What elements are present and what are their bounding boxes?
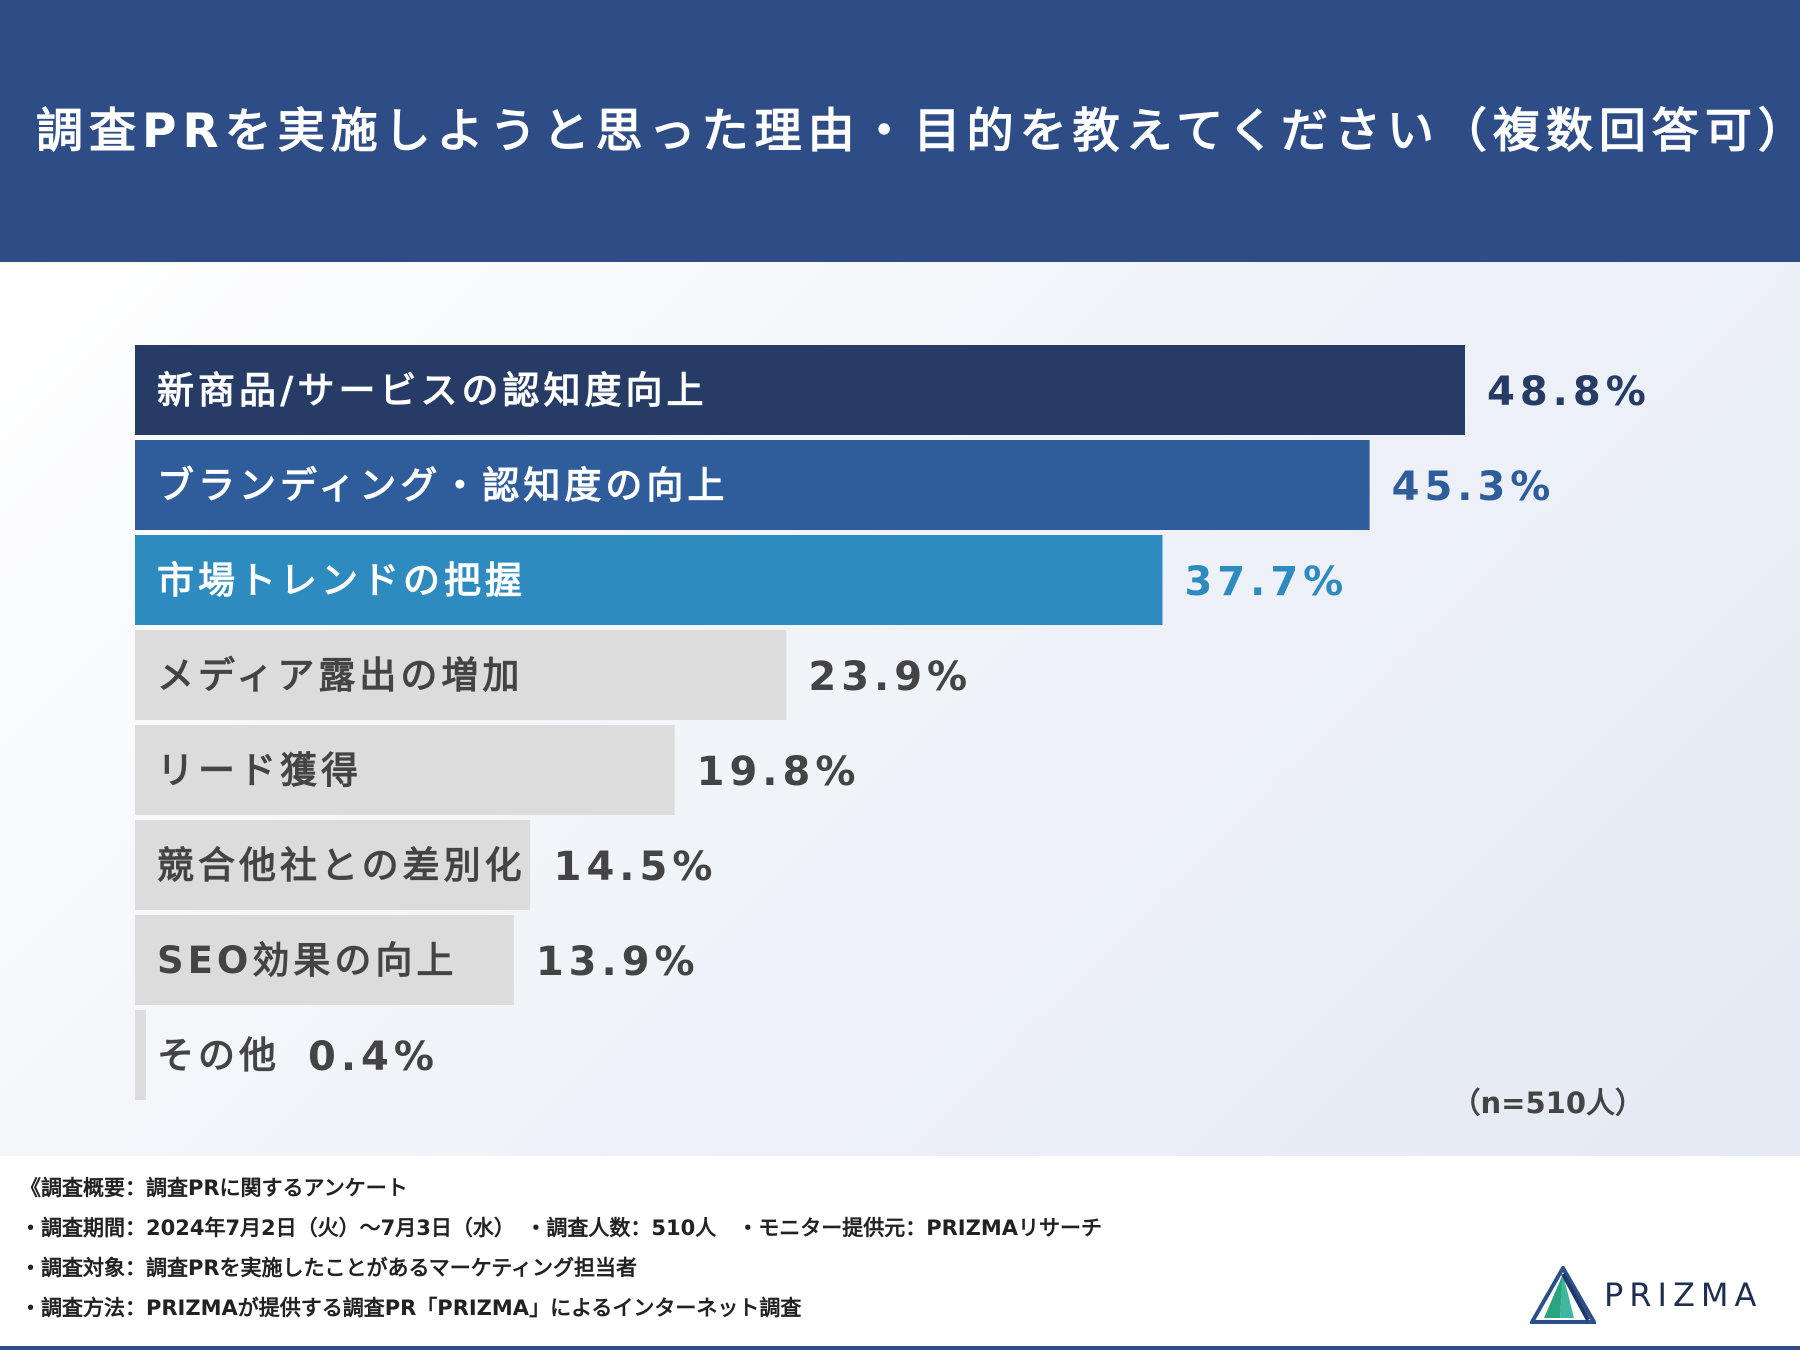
category-label: SEO効果の向上 xyxy=(157,939,457,982)
prism-logo-icon xyxy=(1530,1266,1596,1324)
category-label: 市場トレンドの把握 xyxy=(157,559,526,602)
logo-wordmark: PRIZMA xyxy=(1604,1276,1763,1314)
bar xyxy=(135,440,1370,530)
bar xyxy=(135,820,531,910)
category-label: 競合他社との差別化 xyxy=(157,844,526,887)
value-label: 45.3% xyxy=(1392,464,1556,510)
survey-note-line: ・調査期間：2024年7月2日（火）〜7月3日（水） ・調査人数：510人 ・モ… xyxy=(20,1216,1102,1240)
survey-notes: 《調査概要：調査PRに関するアンケート ・調査期間：2024年7月2日（火）〜7… xyxy=(20,1168,1420,1328)
bar xyxy=(135,1010,146,1100)
page-title: 調査PRを実施しようと思った理由・目的を教えてください（複数回答可） xyxy=(36,104,1800,159)
value-label: 23.9% xyxy=(808,654,972,700)
survey-note-line: ・調査対象：調査PRを実施したことがあるマーケティング担当者 xyxy=(20,1256,638,1280)
bar xyxy=(135,725,675,815)
category-label: ブランディング・認知度の向上 xyxy=(157,464,728,507)
value-label: 48.8% xyxy=(1487,369,1651,415)
prizma-logo: PRIZMA xyxy=(1530,1266,1770,1326)
value-label: 0.4% xyxy=(308,1034,439,1080)
value-label: 14.5% xyxy=(554,844,718,890)
bar xyxy=(135,915,514,1005)
bar xyxy=(135,535,1163,625)
survey-note-line: ・調査方法：PRIZMAが提供する調査PR「PRIZMA」によるインターネット調… xyxy=(20,1296,802,1320)
bar xyxy=(135,345,1465,435)
category-label: リード獲得 xyxy=(157,749,362,792)
category-label: メディア露出の増加 xyxy=(157,654,523,697)
value-label: 37.7% xyxy=(1184,559,1348,605)
bar-chart: 新商品/サービスの認知度向上 48.8% ブランディング・認知度の向上 45.3% 市場… xyxy=(135,345,1651,1100)
sample-size-note: （n=510人） xyxy=(1451,1086,1644,1120)
survey-note-line: 《調査概要：調査PRに関するアンケート xyxy=(20,1176,408,1200)
value-label: 13.9% xyxy=(536,939,700,985)
header-band: 調査PRを実施しようと思った理由・目的を教えてください（複数回答可） xyxy=(0,0,1800,262)
bar xyxy=(135,630,787,720)
category-label: 新商品/サービスの認知度向上 xyxy=(157,369,708,412)
category-label: その他 xyxy=(157,1034,280,1077)
bottom-rule xyxy=(0,1346,1800,1350)
value-label: 19.8% xyxy=(697,749,861,795)
